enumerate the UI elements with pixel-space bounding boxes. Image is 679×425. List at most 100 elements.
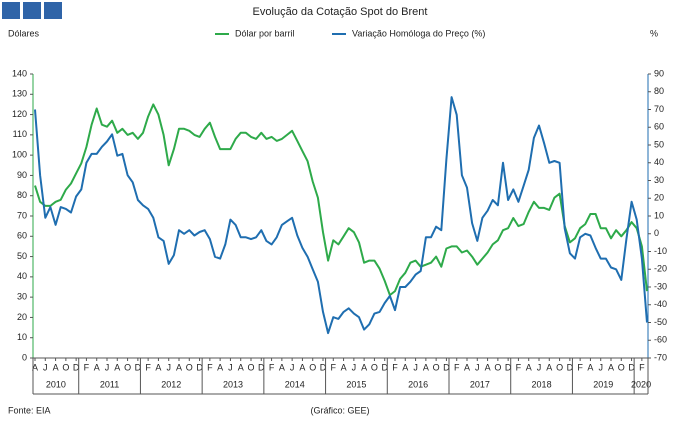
x-tick-label: D: [320, 362, 327, 372]
x-tick-label: O: [556, 362, 563, 372]
year-label: 2011: [100, 379, 119, 389]
y-axis-label: Dólares: [8, 28, 40, 38]
year-label: 2019: [593, 379, 613, 389]
x-tick-label: A: [176, 362, 182, 372]
x-tick-label: A: [361, 362, 367, 372]
year-label: 2015: [346, 379, 366, 389]
x-tick-label: F: [269, 362, 275, 372]
x-tick-label: D: [73, 362, 80, 372]
x-tick-label: A: [299, 362, 305, 372]
x-tick-label: D: [135, 362, 142, 372]
series-line: [34, 96, 648, 335]
y-tick-label: 60: [17, 231, 27, 241]
y2-tick-label: 30: [654, 175, 664, 185]
y2-tick-label: 0: [654, 228, 659, 238]
x-tick-label: J: [228, 362, 233, 372]
x-tick-label: F: [454, 362, 460, 372]
y2-tick-label: -30: [654, 281, 667, 291]
year-label: 2017: [470, 379, 490, 389]
x-tick-label: O: [433, 362, 440, 372]
x-tick-label: F: [145, 362, 151, 372]
x-tick-label: A: [279, 362, 285, 372]
y2-tick-label: 90: [654, 68, 664, 78]
y-tick-label: 30: [17, 292, 27, 302]
logo-square: [2, 2, 20, 19]
y2-tick-label: 10: [654, 210, 664, 220]
x-tick-label: O: [124, 362, 131, 372]
y2-tick-label: 50: [654, 139, 664, 149]
x-tick-label: A: [464, 362, 470, 372]
y2-tick-label: -60: [654, 335, 667, 345]
x-tick-label: A: [526, 362, 532, 372]
x-tick-label: F: [84, 362, 90, 372]
y2-tick-label: 20: [654, 193, 664, 203]
year-label: 2014: [285, 379, 305, 389]
x-tick-label: D: [628, 362, 635, 372]
chart-title: Evolução da Cotação Spot do Brent: [253, 6, 428, 18]
x-tick-label: D: [196, 362, 203, 372]
x-tick-label: J: [598, 362, 603, 372]
y2-tick-label: -20: [654, 264, 667, 274]
x-tick-label: A: [32, 362, 38, 372]
x-tick-label: F: [392, 362, 398, 372]
x-tick-label: A: [341, 362, 347, 372]
year-label: 2018: [532, 379, 552, 389]
x-tick-label: A: [94, 362, 100, 372]
x-tick-label: A: [238, 362, 244, 372]
x-tick-label: J: [166, 362, 171, 372]
year-label: 2013: [223, 379, 243, 389]
series-line: [34, 103, 648, 297]
x-tick-label: A: [402, 362, 408, 372]
x-tick-label: A: [53, 362, 59, 372]
x-tick-label: A: [423, 362, 429, 372]
x-tick-label: O: [247, 362, 254, 372]
y-tick-label: 50: [17, 251, 27, 261]
x-tick-label: J: [413, 362, 418, 372]
y2-tick-label: -10: [654, 246, 667, 256]
x-tick-label: J: [43, 362, 48, 372]
x-tick-label: O: [494, 362, 501, 372]
x-tick-label: F: [577, 362, 583, 372]
y2-tick-label: 60: [654, 122, 664, 132]
x-tick-label: F: [516, 362, 522, 372]
y2-tick-label: -40: [654, 299, 667, 309]
x-tick-label: A: [114, 362, 120, 372]
x-tick-label: A: [546, 362, 552, 372]
y-tick-label: 40: [17, 271, 27, 281]
y-tick-label: 110: [13, 129, 27, 139]
year-label: 2010: [46, 379, 66, 389]
x-tick-label: F: [639, 362, 645, 372]
x-tick-label: J: [475, 362, 480, 372]
y-tick-label: 10: [17, 332, 27, 342]
x-tick-label: O: [186, 362, 193, 372]
credit: (Gráfico: GEE): [310, 405, 369, 415]
y-tick-label: 100: [12, 150, 27, 160]
logo-square: [44, 2, 62, 19]
y-tick-label: 130: [12, 89, 27, 99]
y-tick-label: 120: [12, 109, 27, 119]
y-tick-label: 140: [12, 68, 27, 78]
legend-label: Variação Homóloga do Preço (%): [352, 28, 485, 38]
x-tick-label: A: [155, 362, 161, 372]
x-tick-label: D: [381, 362, 388, 372]
y2-axis-label: %: [650, 28, 658, 38]
y-tick-label: 70: [17, 210, 27, 220]
y-tick-label: 80: [17, 190, 27, 200]
year-label: 2012: [161, 379, 181, 389]
x-tick-label: D: [505, 362, 512, 372]
x-tick-label: A: [608, 362, 614, 372]
x-tick-label: O: [62, 362, 69, 372]
x-tick-label: O: [618, 362, 625, 372]
year-label: 2020: [631, 379, 651, 389]
y2-tick-label: 80: [654, 86, 664, 96]
y2-tick-label: 40: [654, 157, 664, 167]
year-label: 2016: [408, 379, 428, 389]
source: Fonte: EIA: [8, 405, 51, 415]
x-tick-label: A: [485, 362, 491, 372]
x-tick-label: D: [567, 362, 574, 372]
legend-label: Dólar por barril: [235, 28, 295, 38]
x-tick-label: A: [587, 362, 593, 372]
x-tick-label: F: [331, 362, 337, 372]
y-tick-label: 20: [17, 312, 27, 322]
